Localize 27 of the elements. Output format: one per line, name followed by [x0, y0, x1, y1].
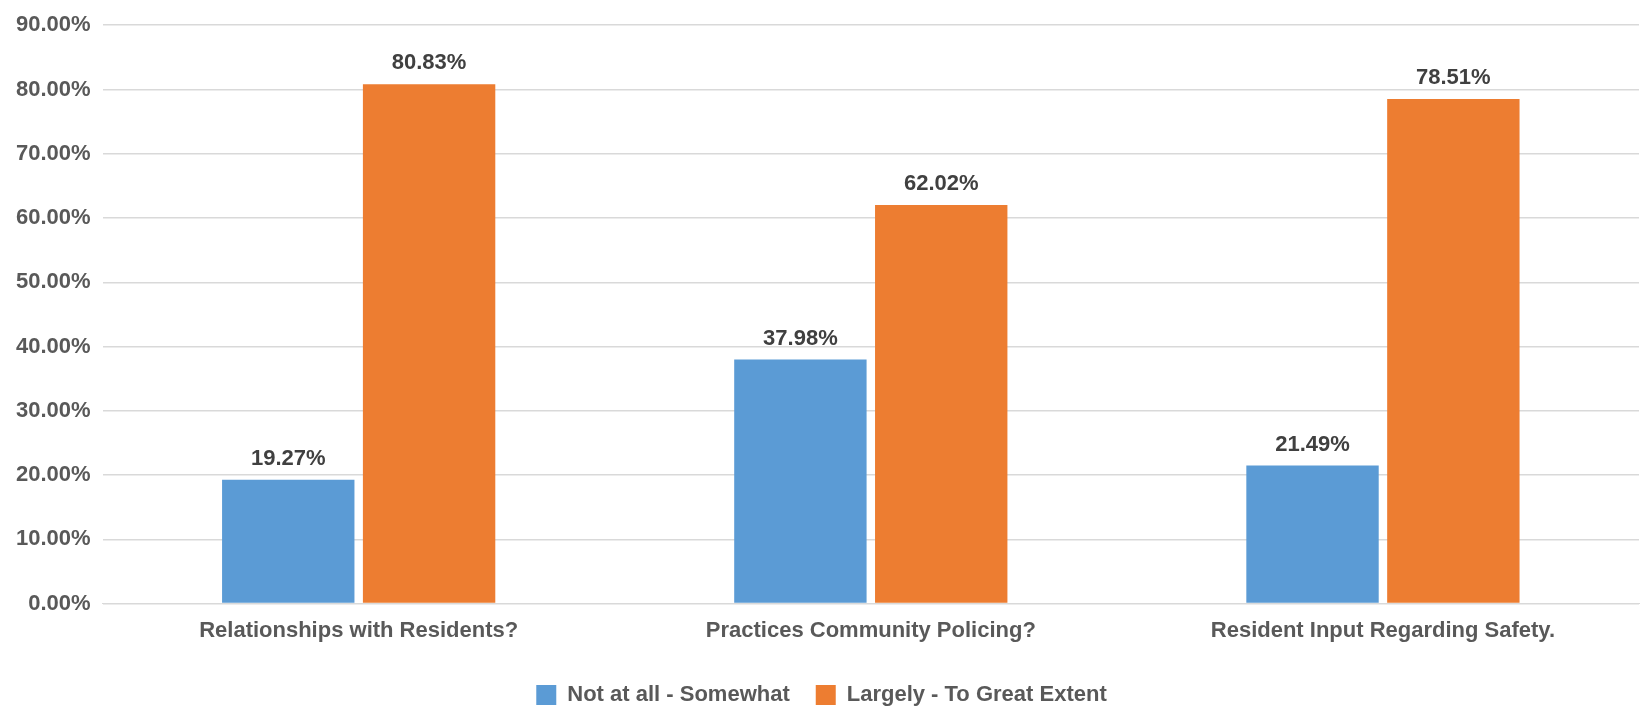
- data-label: 80.83%: [391, 49, 467, 75]
- x-tick-label: Relationships with Residents?: [199, 616, 519, 642]
- y-tick-label: 60.00%: [15, 204, 91, 230]
- data-label: 78.51%: [1416, 64, 1491, 90]
- bar: [1246, 465, 1379, 603]
- y-tick-label: 10.00%: [15, 525, 91, 551]
- data-label: 37.98%: [763, 324, 838, 350]
- y-tick-label: 30.00%: [15, 396, 91, 422]
- data-label: 21.49%: [1275, 430, 1350, 456]
- data-label: 62.02%: [903, 170, 979, 196]
- legend-label: Largely - To Great Extent: [846, 681, 1108, 707]
- y-tick-label: 70.00%: [15, 139, 91, 165]
- y-tick-label: 40.00%: [15, 332, 91, 358]
- x-tick-label: Practices Community Policing?: [705, 616, 1036, 642]
- y-tick-label: 80.00%: [15, 75, 91, 101]
- y-tick-label: 20.00%: [15, 461, 91, 487]
- bar: [734, 359, 867, 603]
- y-tick-label: 0.00%: [28, 589, 91, 615]
- bar: [875, 205, 1008, 603]
- y-tick-label: 90.00%: [15, 11, 91, 37]
- legend-label: Not at all - Somewhat: [567, 681, 791, 707]
- bar: [362, 84, 496, 603]
- x-tick-label: Resident Input Regarding Safety.: [1210, 616, 1556, 642]
- bar: [1387, 99, 1520, 603]
- bar: [222, 479, 355, 603]
- y-tick-label: 50.00%: [15, 268, 91, 294]
- data-label: 19.27%: [250, 444, 326, 470]
